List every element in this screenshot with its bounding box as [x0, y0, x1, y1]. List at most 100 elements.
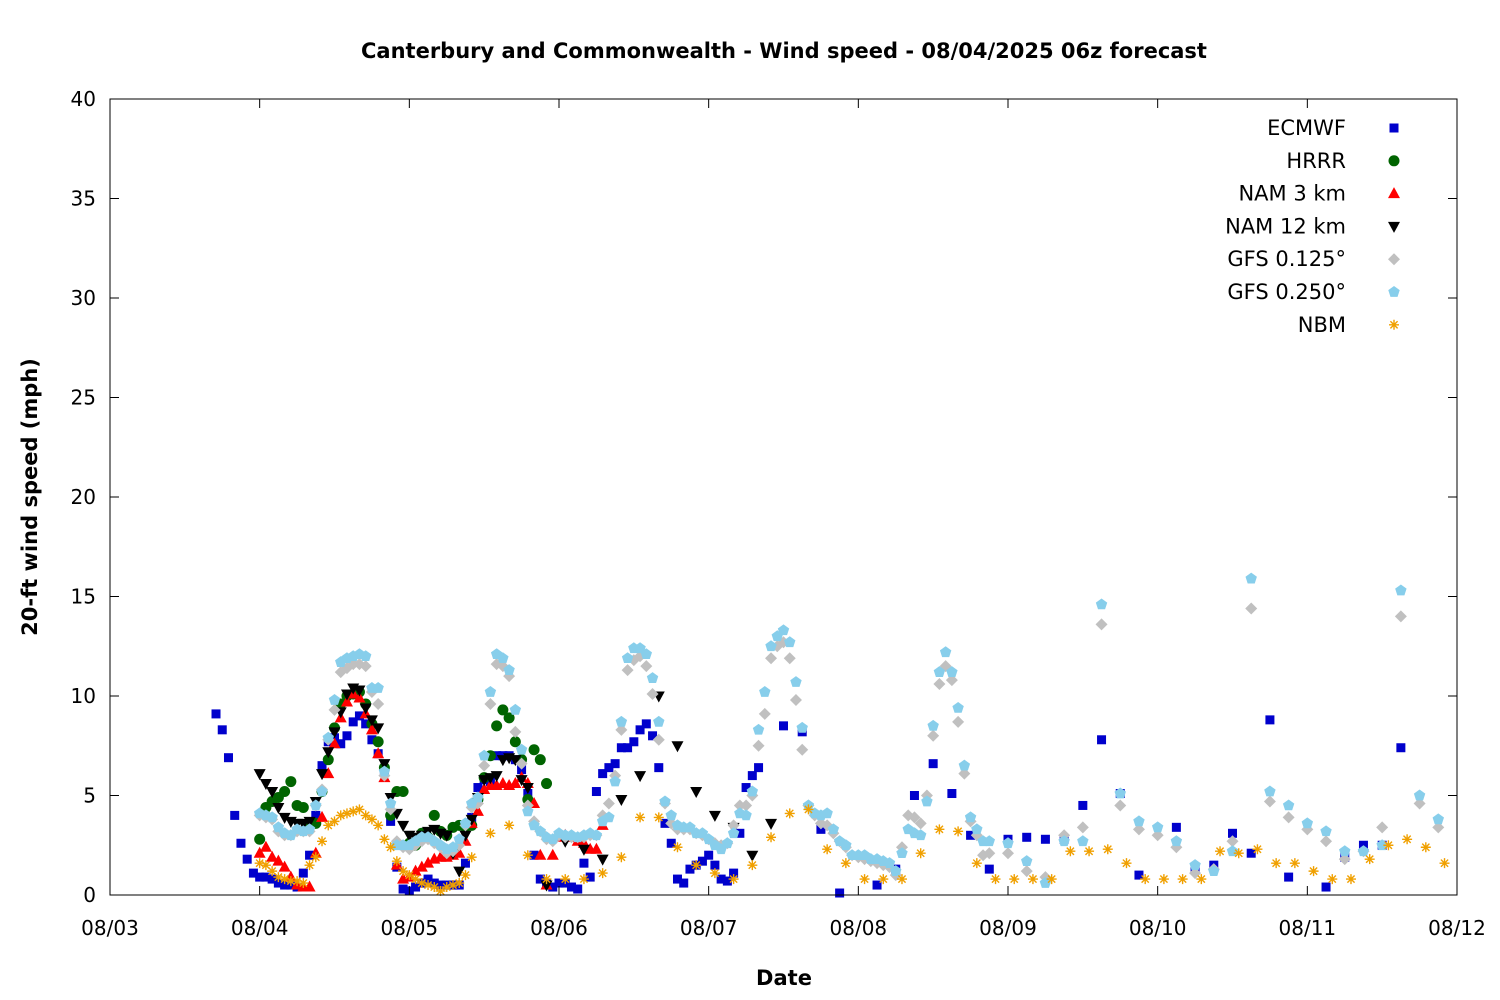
legend-label: NBM [1298, 313, 1346, 337]
data-point [1383, 840, 1394, 851]
data-point [378, 765, 391, 777]
y-axis-label: 20-ft wind speed (mph) [18, 358, 42, 636]
data-point [616, 852, 627, 863]
data-point [534, 825, 546, 837]
data-point [328, 737, 341, 749]
data-point [316, 785, 328, 797]
data-point [528, 819, 540, 831]
data-point [1245, 602, 1258, 615]
data-point [515, 743, 528, 755]
data-point [504, 820, 515, 831]
data-point [947, 789, 957, 799]
data-point [1009, 874, 1020, 885]
y-axis: 0 5 10 15 20 25 30 35 40 [71, 87, 1457, 907]
data-point [1339, 845, 1351, 857]
data-point [697, 856, 707, 866]
data-point [635, 725, 645, 735]
data-point [615, 723, 628, 736]
data-point [560, 874, 571, 885]
legend-label: NAM 3 km [1238, 182, 1346, 206]
data-point [1134, 870, 1144, 880]
data-point [983, 835, 995, 847]
data-point [546, 848, 559, 860]
data-point [342, 731, 352, 741]
data-point [779, 721, 788, 731]
series-nam-3-km [253, 687, 609, 892]
data-point [648, 731, 658, 741]
data-point [597, 868, 608, 879]
data-point [1177, 874, 1188, 885]
data-point [733, 799, 746, 812]
data-point [752, 723, 765, 735]
data-point [1432, 821, 1445, 834]
data-point [1171, 822, 1181, 832]
data-point [1226, 835, 1239, 848]
x-tick-label: 08/12 [1428, 916, 1486, 940]
legend-marker [1388, 253, 1400, 266]
data-point [590, 842, 603, 854]
data-point [602, 797, 615, 810]
data-point [404, 870, 415, 881]
data-point [411, 882, 421, 892]
data-point [373, 820, 384, 831]
data-point [266, 850, 279, 862]
data-point [521, 783, 534, 795]
data-point [722, 876, 732, 886]
data-point [522, 850, 533, 861]
y-tick-label: 35 [71, 187, 96, 211]
data-point [609, 775, 621, 787]
data-point [928, 759, 938, 769]
data-point [1320, 825, 1332, 837]
data-point [659, 795, 671, 807]
data-point [267, 866, 278, 877]
data-point [784, 808, 795, 819]
data-point [397, 820, 410, 832]
data-point [883, 857, 896, 869]
data-point [1076, 821, 1089, 834]
data-point [303, 816, 316, 828]
data-point [859, 874, 870, 885]
data-point [590, 829, 603, 841]
data-point [323, 820, 334, 831]
data-point [372, 697, 385, 710]
data-point [696, 827, 709, 839]
data-point [640, 648, 653, 660]
data-point [298, 868, 308, 878]
data-point [509, 755, 522, 767]
data-point [548, 882, 558, 892]
data-point [1282, 799, 1295, 811]
data-point [641, 719, 651, 729]
data-point [1027, 874, 1038, 885]
data-point [1095, 618, 1108, 631]
x-axis: 08/03 08/04 08/05 08/06 08/07 08/08 08/09 08/10… [81, 99, 1486, 940]
data-point [409, 864, 422, 876]
legend-marker [1389, 319, 1399, 330]
data-point [454, 878, 465, 889]
data-point [971, 823, 983, 835]
data-point [1046, 874, 1057, 885]
data-point [1245, 572, 1257, 584]
data-point [727, 819, 740, 832]
data-point [415, 860, 428, 872]
data-point [578, 874, 589, 885]
data-point [752, 739, 765, 752]
data-point [708, 810, 721, 822]
legend-marker [1388, 221, 1400, 233]
data-point [1345, 874, 1356, 885]
data-point [515, 775, 528, 787]
data-point [646, 688, 659, 701]
data-point [878, 874, 889, 885]
data-point [398, 884, 408, 894]
data-point [598, 769, 608, 779]
data-point [566, 882, 576, 892]
data-point [316, 769, 329, 781]
data-point [896, 874, 907, 885]
data-point [217, 725, 227, 735]
data-point [640, 660, 653, 673]
data-point [671, 741, 684, 753]
data-point [535, 874, 545, 884]
data-point [615, 794, 628, 806]
x-tick-label: 08/07 [680, 916, 738, 940]
legend-marker [1388, 155, 1400, 167]
data-point [1078, 800, 1088, 810]
